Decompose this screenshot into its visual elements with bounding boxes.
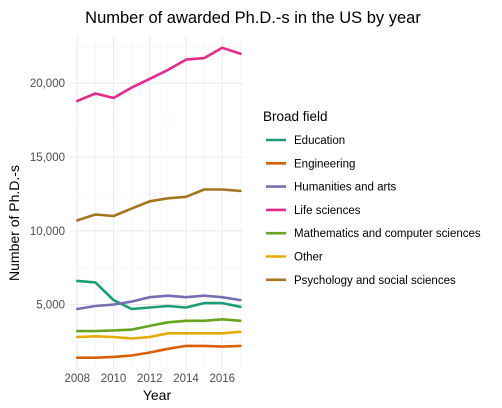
legend-label: Psychology and social sciences	[294, 275, 456, 287]
y-tick-label: 5,000	[36, 300, 65, 312]
x-tick-label: 2016	[209, 373, 235, 385]
series-line-mathematics-and-computer-sciences	[76, 317, 242, 333]
x-tick-label: 2010	[101, 373, 127, 385]
y-tick-label: 10,000	[30, 226, 65, 238]
grid	[70, 36, 244, 368]
legend-label: Engineering	[294, 158, 355, 170]
series-line-life-sciences	[76, 46, 242, 103]
legend-title: Broad field	[263, 109, 328, 124]
x-tick-label: 2008	[64, 373, 90, 385]
x-axis-title: Year	[143, 387, 172, 403]
x-tick-label: 2012	[137, 373, 163, 385]
series-line-humanities-and-arts	[76, 294, 242, 311]
legend-label: Education	[294, 135, 345, 147]
y-axis-title: Number of Ph.D.-s	[6, 165, 22, 281]
legend-label: Other	[294, 252, 323, 264]
legend-items: Education Engineering Humanities and arts L…	[266, 135, 481, 287]
chart-title: Number of awarded Ph.D.-s in the US by y…	[85, 9, 421, 27]
x-tick-label: 2014	[173, 373, 199, 385]
series-lines	[76, 46, 242, 360]
series-line-engineering	[76, 344, 242, 360]
series-line-other	[76, 330, 242, 340]
y-tick-label: 20,000	[30, 78, 65, 90]
x-tick-labels: 2008 2010 2012 2014 2016	[64, 373, 235, 385]
y-tick-label: 15,000	[30, 152, 65, 164]
y-tick-labels: 5,000 10,000 15,000 20,000	[30, 78, 65, 311]
series-line-education	[76, 279, 242, 311]
legend: Broad field Education Engineering Humaniti…	[263, 109, 481, 287]
legend-label: Humanities and arts	[294, 182, 397, 194]
series-line-psychology-and-social-sciences	[76, 188, 242, 222]
legend-label: Mathematics and computer sciences	[294, 228, 481, 240]
legend-label: Life sciences	[294, 205, 361, 217]
